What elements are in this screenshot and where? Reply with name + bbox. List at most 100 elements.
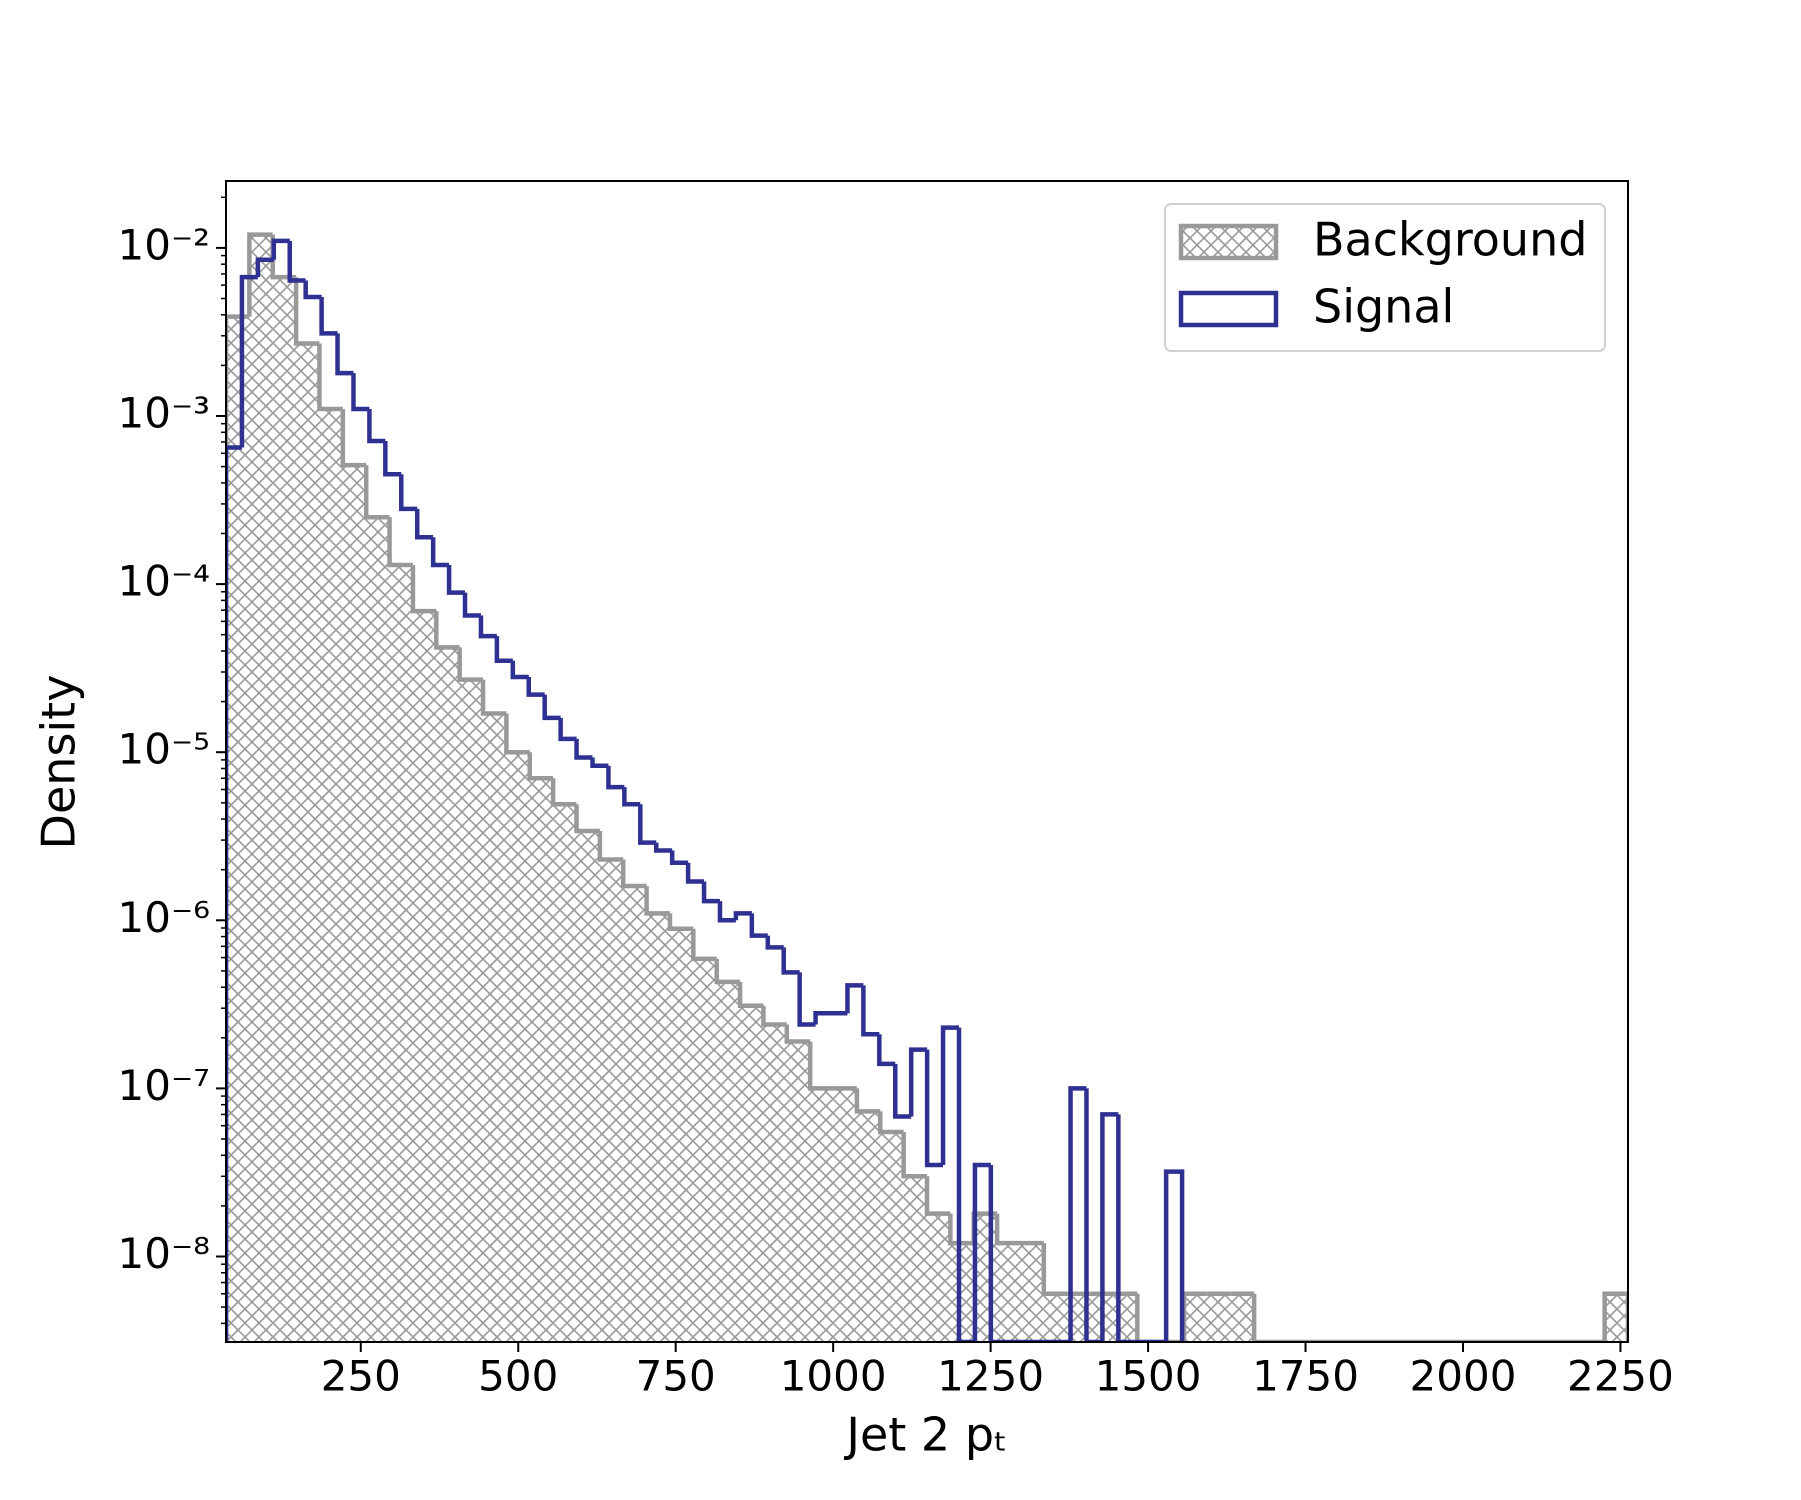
histogram-step [287,240,306,283]
histogram-bar [553,804,577,1342]
histogram-step [410,564,437,614]
histogram-step [622,787,641,807]
histogram-bar [880,1132,904,1342]
histogram-step [761,1005,787,1027]
histogram-step [226,445,242,1342]
histogram-bar [296,343,320,1342]
histogram-step [638,804,657,845]
histogram-step [924,1049,944,1168]
histogram-step [988,1165,1007,1342]
legend-swatch [1178,223,1279,261]
histogram-bar [856,1111,881,1342]
x-tick-label: 1500 [1095,1352,1202,1401]
histogram-step [691,928,717,962]
histogram-step [948,1213,974,1246]
histogram-bar [272,277,297,1342]
histogram-step [510,660,529,680]
histogram-step [878,1111,904,1135]
histogram-step [597,830,624,862]
histogram-bar [436,647,460,1342]
histogram-step [653,842,673,853]
histogram-bar [483,713,507,1342]
histogram-bar [412,611,437,1342]
histogram-step [1116,1114,1135,1342]
x-tick-label: 1000 [780,1352,887,1401]
histogram-step [480,679,507,716]
histogram-step [908,1047,928,1117]
histogram-step [765,935,784,950]
histogram-step [367,409,386,444]
histogram-step [701,881,720,904]
histogram-bar [740,1005,764,1342]
histogram-step [293,277,320,346]
x-tick-label: 250 [321,1352,401,1401]
histogram-bar [810,1088,834,1342]
histogram-step [685,862,705,884]
histogram-step [478,615,497,639]
histogram-bar [786,1041,811,1342]
histogram-bar [927,1213,951,1342]
histogram-step [383,440,402,477]
histogram-step [457,647,484,682]
histogram-step [749,913,768,938]
histogram-step [940,1025,959,1166]
histogram-bar [226,316,250,1342]
histogram-step [845,983,864,1014]
histogram-step [434,611,460,650]
histogram-step [542,694,561,721]
histogram-step [1251,1293,1278,1342]
histogram-step [784,1024,811,1044]
histogram-bar [1043,1293,1068,1342]
histogram-bar [342,465,367,1342]
histogram-step [340,409,367,468]
y-tick-label: 10⁻⁷ [118,1061,210,1110]
histogram-step [574,738,593,760]
histogram-step [239,274,258,448]
histogram-step [590,757,609,769]
x-tick-label: 2250 [1567,1352,1674,1401]
histogram-step [247,232,273,317]
histogram-step [1163,1169,1185,1342]
histogram-step [644,885,670,916]
histogram-step [1602,1291,1628,1342]
histogram-step [737,981,764,1009]
histogram-bar [366,517,390,1342]
histogram-step [854,1088,881,1114]
histogram-bar [576,830,600,1342]
legend-swatch [1178,290,1279,328]
legend: Background Signal [1164,203,1606,352]
histogram-bar [763,1024,787,1342]
histogram-step [414,508,434,540]
histogram-step [526,677,545,697]
histogram-bar [903,1176,927,1342]
histogram-step [893,1063,912,1119]
histogram-step [733,911,752,921]
histogram-step [714,958,741,985]
histogram-step [317,343,343,412]
histogram-step [504,713,530,755]
histogram-bar [599,859,624,1342]
histogram-step [462,592,481,618]
y-tick-label: 10⁻² [118,220,210,269]
histogram-bar [249,234,273,1342]
histogram-step [877,1034,896,1067]
histogram-bar [950,1243,974,1342]
histogram-step [901,1132,927,1179]
histogram-step [363,465,390,520]
x-tick-label: 750 [636,1352,716,1401]
histogram-bar [669,928,694,1342]
histogram-step [667,913,694,932]
y-tick-label: 10⁻⁵ [118,725,210,774]
histogram-step [574,804,600,834]
histogram-bar [1184,1293,1208,1342]
histogram-step [494,636,513,663]
histogram-bar [973,1213,998,1342]
histogram-step [1135,1293,1161,1342]
histogram-step [319,297,338,336]
histogram-bar [833,1088,857,1342]
legend-label: Background [1313,213,1587,267]
histogram-step [606,765,625,790]
histogram-step [271,238,290,260]
histogram-step [797,972,816,1027]
